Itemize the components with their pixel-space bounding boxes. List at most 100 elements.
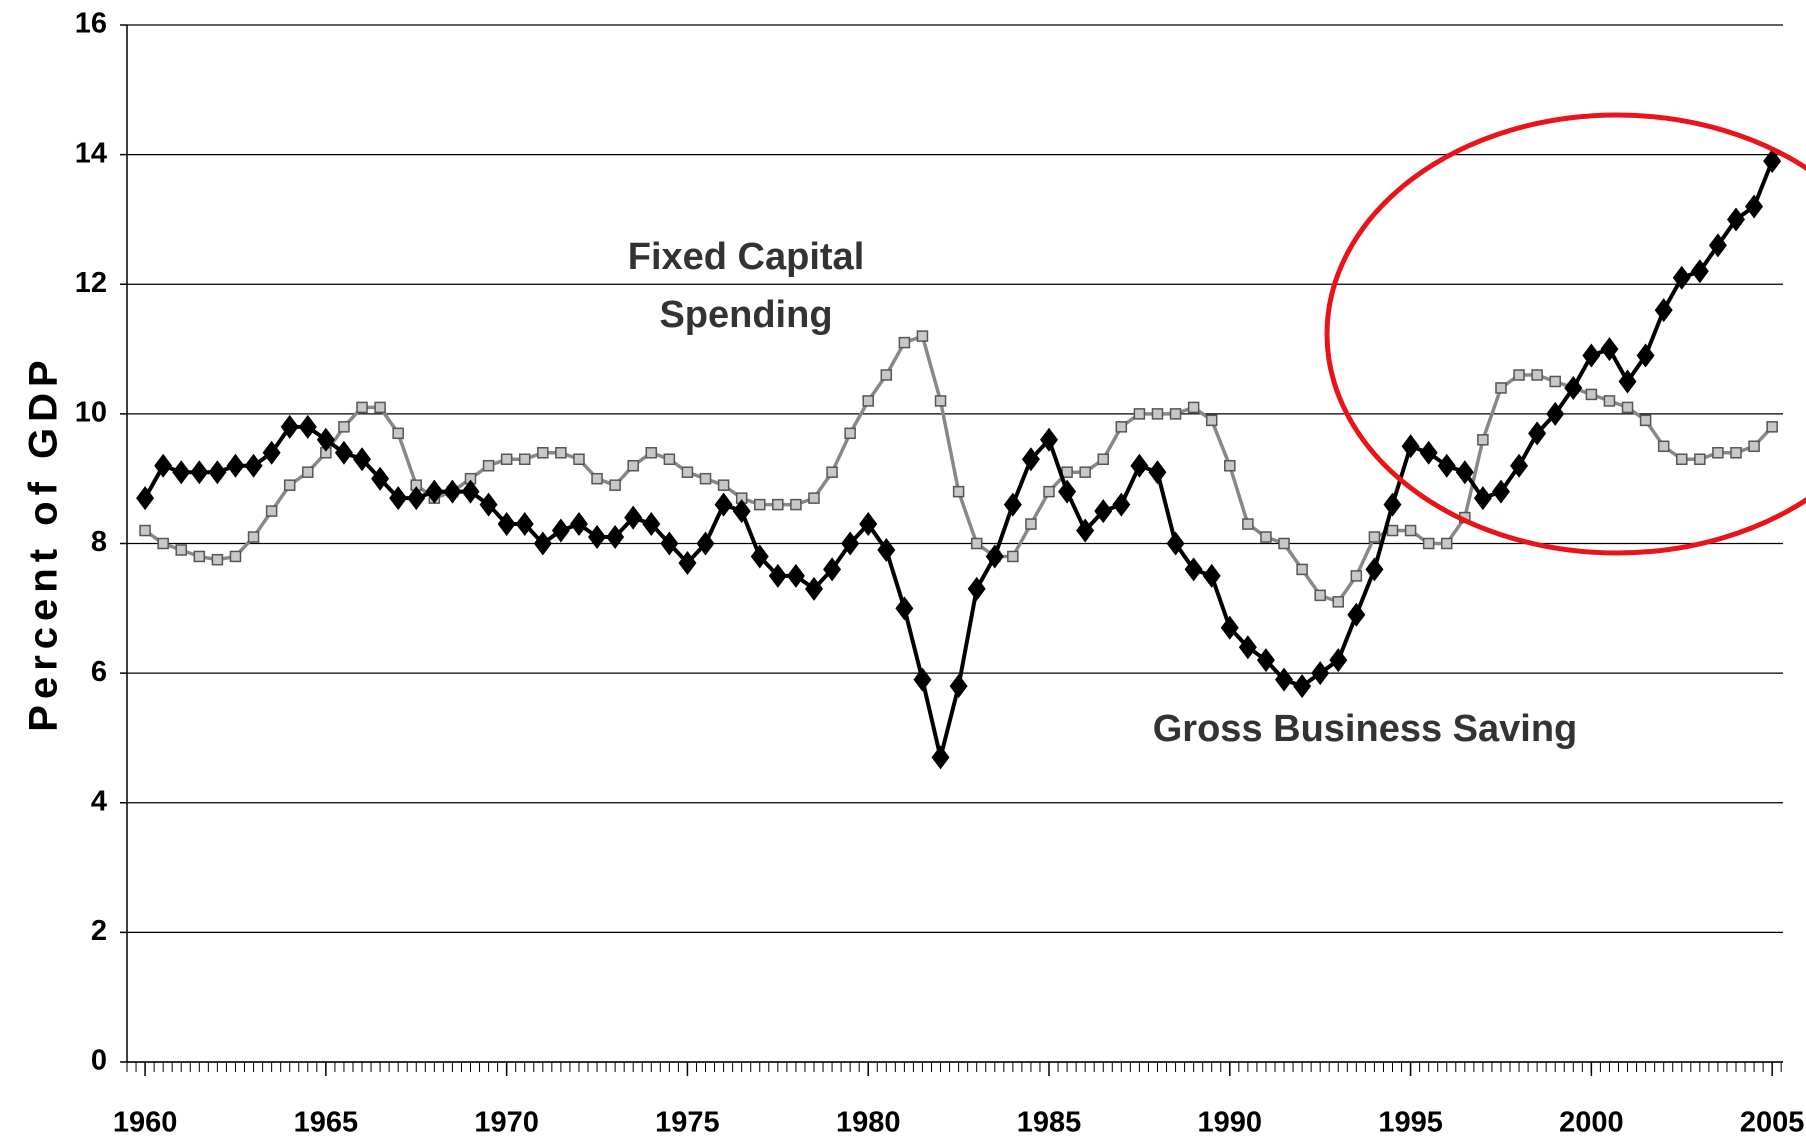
marker: [298, 414, 317, 439]
marker: [1256, 648, 1275, 673]
marker: [768, 563, 787, 588]
marker: [609, 479, 621, 491]
marker: [1477, 434, 1489, 446]
marker: [1365, 557, 1384, 582]
marker: [642, 512, 661, 537]
y-tick-label: 2: [91, 915, 107, 947]
marker: [244, 453, 263, 478]
marker: [949, 674, 968, 699]
marker: [537, 447, 549, 459]
y-tick-label: 14: [75, 137, 107, 169]
marker: [1079, 466, 1091, 478]
marker: [1745, 194, 1764, 219]
marker: [808, 492, 820, 504]
marker: [1690, 259, 1709, 284]
marker: [229, 550, 242, 563]
marker: [533, 531, 552, 556]
marker: [1350, 570, 1363, 582]
marker: [967, 576, 986, 601]
marker: [895, 596, 914, 621]
x-tick-label: 2005: [1740, 1107, 1805, 1139]
marker: [1636, 343, 1655, 368]
x-tick-label: 1970: [474, 1107, 539, 1139]
annotation: Spending: [659, 294, 832, 336]
marker: [1748, 440, 1760, 453]
marker: [1510, 453, 1529, 478]
marker: [353, 447, 372, 472]
marker: [283, 479, 296, 491]
marker: [1025, 518, 1037, 530]
x-tick-label: 1960: [113, 1107, 178, 1139]
marker: [374, 401, 386, 414]
y-tick-label: 6: [91, 656, 107, 688]
marker: [1383, 492, 1402, 517]
marker: [717, 479, 730, 491]
marker: [1275, 667, 1294, 692]
marker: [826, 466, 838, 478]
annotation: Gross Business Saving: [1153, 708, 1578, 750]
x-tick-label: 1985: [1017, 1107, 1082, 1139]
marker: [681, 466, 694, 478]
marker: [334, 440, 353, 465]
marker: [1654, 298, 1673, 323]
marker: [1585, 388, 1598, 401]
marker: [1726, 207, 1745, 232]
x-tick-label: 2000: [1559, 1107, 1624, 1139]
marker: [338, 421, 350, 433]
marker: [1076, 518, 1095, 543]
marker: [1097, 453, 1109, 465]
x-tick-label: 1965: [294, 1107, 359, 1139]
marker: [154, 453, 173, 478]
marker: [1007, 550, 1019, 563]
marker: [1621, 401, 1634, 414]
marker: [1495, 382, 1507, 394]
marker: [1293, 674, 1312, 699]
marker: [696, 531, 715, 556]
x-tick-label: 1990: [1198, 1107, 1263, 1139]
marker: [1184, 557, 1203, 582]
marker: [316, 427, 335, 452]
marker: [588, 525, 607, 550]
marker: [1202, 563, 1221, 588]
x-tick-label: 1975: [655, 1107, 720, 1139]
marker: [898, 336, 911, 349]
marker: [1040, 427, 1059, 452]
series-line: [144, 333, 1774, 604]
marker: [555, 447, 567, 459]
marker: [1205, 414, 1218, 427]
x-tick-label: 1980: [836, 1107, 901, 1139]
marker: [1546, 401, 1565, 426]
marker: [844, 427, 856, 440]
marker: [1332, 596, 1345, 608]
marker: [515, 512, 534, 537]
marker: [1657, 440, 1670, 453]
marker: [663, 453, 676, 465]
marker: [190, 460, 209, 485]
y-axis-label: Percent of GDP: [22, 354, 66, 731]
marker: [497, 512, 516, 537]
marker: [1296, 563, 1308, 576]
plot: 0 2 4 6 8 10 12 14 16 1960 1965 1970 1975 1980 1985 199…: [75, 8, 1805, 1139]
marker: [265, 505, 278, 517]
marker: [985, 544, 1004, 569]
marker: [841, 531, 860, 556]
series-line: [143, 160, 1775, 758]
marker: [1672, 265, 1691, 290]
marker: [1130, 453, 1149, 478]
marker: [804, 576, 823, 601]
y-tick-label: 4: [91, 785, 107, 817]
marker: [479, 492, 498, 517]
marker: [913, 667, 932, 692]
marker: [392, 427, 404, 440]
marker: [699, 472, 712, 485]
marker: [1491, 479, 1510, 504]
marker: [750, 544, 769, 569]
marker: [139, 524, 151, 537]
marker: [407, 486, 426, 511]
marker: [645, 447, 658, 459]
marker: [211, 553, 224, 566]
marker: [1242, 518, 1254, 530]
marker: [1115, 421, 1128, 433]
marker: [1220, 615, 1239, 640]
marker: [226, 453, 245, 478]
